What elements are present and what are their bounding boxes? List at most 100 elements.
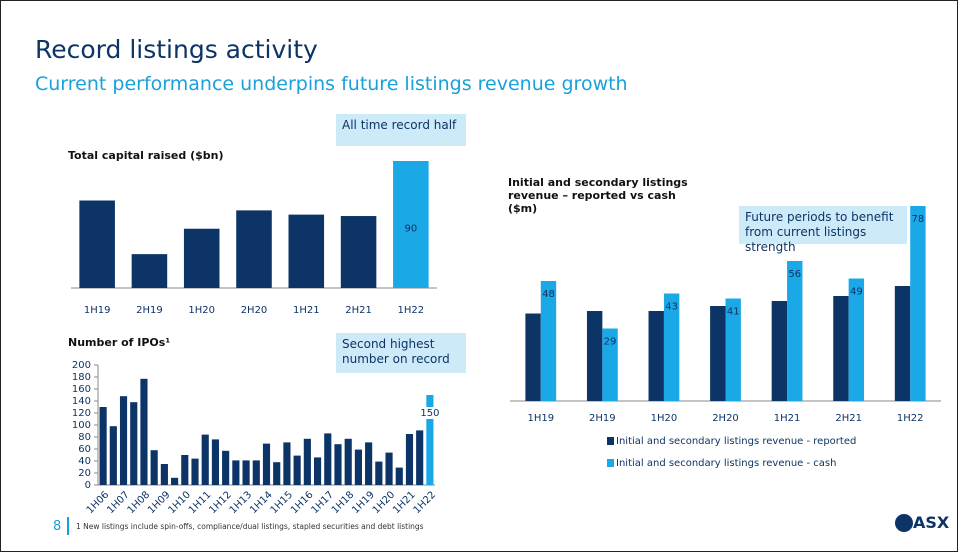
bar: [181, 455, 189, 485]
x-tick-label: 2H20: [241, 305, 268, 316]
bar: [648, 311, 664, 401]
bar: [130, 402, 138, 485]
x-tick-label: 2H21: [345, 305, 372, 316]
x-tick-label: 1H14: [248, 489, 275, 516]
bar: [313, 457, 322, 485]
footnote: 1 New listings include spin-offs, compli…: [76, 522, 424, 531]
data-label: 78: [912, 214, 925, 225]
bar: [288, 214, 325, 288]
bar: [211, 439, 220, 485]
y-tick-label: 180: [72, 372, 91, 383]
x-tick-label: 1H08: [126, 489, 153, 516]
bar: [365, 442, 373, 485]
x-tick-label: 1H15: [269, 489, 296, 516]
x-tick-label: 1H10: [166, 489, 193, 516]
annotation: Future periods to benefit from current l…: [739, 206, 907, 254]
x-tick-label: 2H20: [712, 413, 739, 424]
bar: [273, 462, 281, 485]
bar: [395, 467, 403, 485]
x-tick-label: 1H20: [651, 413, 678, 424]
bar: [140, 378, 148, 485]
x-tick-label: 1H22: [412, 489, 439, 516]
x-tick-label: 1H07: [105, 489, 132, 516]
bar: [354, 449, 362, 485]
bar: [894, 286, 911, 401]
bar: [375, 461, 383, 485]
data-label: 52: [300, 250, 313, 261]
x-tick-label: 1H19: [350, 489, 377, 516]
x-tick-label: 1H09: [146, 489, 173, 516]
bar: [293, 455, 301, 485]
x-tick-label: 2H19: [136, 305, 163, 316]
logo: ASX: [913, 513, 950, 532]
x-tick-label: 1H20: [371, 489, 398, 516]
x-tick-label: 1H06: [85, 489, 112, 516]
y-tick-label: 40: [78, 456, 91, 467]
y-tick-label: 100: [72, 420, 91, 431]
y-tick-label: 0: [85, 480, 91, 491]
legend-swatch: [607, 437, 614, 445]
data-label: 46: [896, 294, 909, 305]
x-tick-label: 1H13: [228, 489, 255, 516]
x-tick-label: 1H21: [391, 489, 418, 516]
bar: [236, 210, 272, 288]
x-tick-label: 1H22: [897, 413, 924, 424]
x-tick-label: 1H11: [187, 489, 214, 516]
bar: [525, 313, 541, 401]
x-tick-label: 1H17: [309, 489, 336, 516]
bar: [171, 477, 179, 485]
bar: [725, 298, 741, 401]
bar: [183, 228, 220, 288]
data-label: 55: [248, 248, 261, 259]
bar: [150, 450, 158, 485]
bar: [131, 254, 168, 288]
bar: [344, 438, 352, 485]
y-tick-label: 120: [72, 408, 91, 419]
bar: [191, 458, 199, 485]
page-number: 8: [53, 519, 62, 534]
bar: [771, 301, 788, 401]
legend-label: Initial and secondary listings revenue -…: [616, 458, 836, 469]
data-label: 29: [604, 337, 617, 348]
x-tick-label: 2H19: [589, 413, 616, 424]
bar: [586, 311, 603, 401]
bar: [385, 452, 393, 485]
bar: [416, 430, 424, 485]
data-label: 42: [195, 257, 208, 268]
y-tick-label: 20: [78, 468, 91, 479]
bar: [324, 433, 332, 485]
label-bg: [420, 407, 441, 419]
x-tick-label: 1H20: [188, 305, 215, 316]
bar: [848, 278, 865, 401]
bar: [426, 395, 434, 485]
bar: [252, 460, 260, 485]
data-label: 38: [711, 314, 724, 325]
data-label: 36: [650, 319, 663, 330]
legend-label: Initial and secondary listings revenue -…: [616, 436, 856, 447]
data-label: 62: [91, 243, 104, 254]
slide-subtitle: Current performance underpins future lis…: [35, 73, 628, 95]
y-tick-label: 60: [78, 444, 91, 455]
data-label: 150: [420, 408, 439, 419]
x-tick-label: 1H18: [330, 489, 357, 516]
bar: [283, 442, 291, 485]
bar: [405, 434, 414, 485]
legend-swatch: [607, 459, 614, 467]
x-tick-label: 1H19: [527, 413, 554, 424]
bar: [222, 450, 230, 485]
data-label: 48: [542, 289, 555, 300]
bar: [710, 306, 726, 401]
bar: [787, 261, 803, 401]
chart-title: Initial and secondary listings revenue –…: [508, 176, 688, 215]
y-tick-label: 200: [72, 360, 91, 371]
bar: [663, 293, 680, 401]
chart-title: Total capital raised ($bn): [68, 149, 224, 162]
bar: [160, 464, 168, 485]
data-label: 51: [352, 251, 365, 262]
data-label: 36: [588, 319, 601, 330]
bar: [99, 407, 107, 485]
x-tick-label: 1H16: [289, 489, 316, 516]
data-label: 41: [727, 307, 740, 318]
